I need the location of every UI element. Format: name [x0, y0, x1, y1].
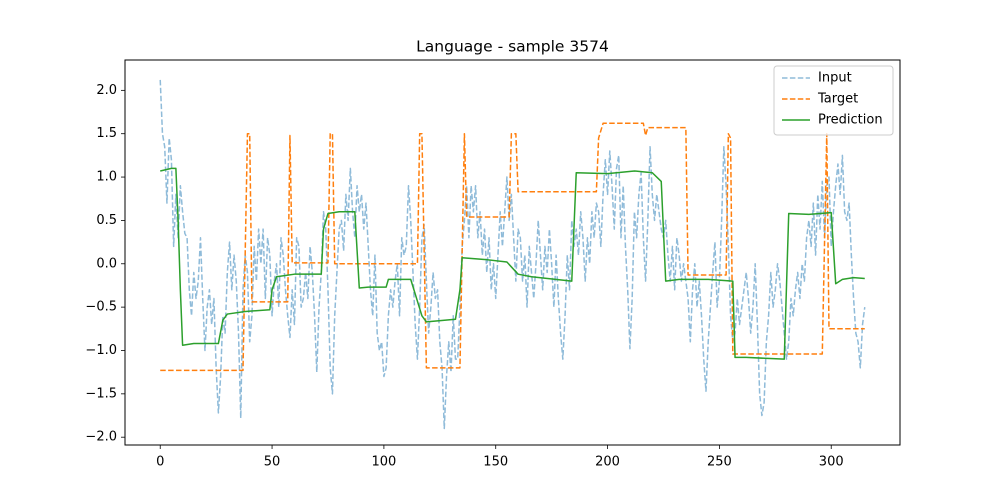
- series-line: [159, 79, 866, 430]
- y-tick-label: −0.5: [85, 300, 117, 315]
- legend-label: Target: [817, 92, 858, 107]
- y-tick-label: 1.5: [96, 126, 117, 141]
- x-tick-label: 50: [264, 455, 281, 470]
- chart-title: Language - sample 3574: [416, 38, 609, 56]
- legend: Input Target Prediction: [773, 65, 894, 136]
- legend-label: Prediction: [818, 113, 883, 128]
- y-tick-label: 0.0: [96, 256, 117, 271]
- plot-area: [159, 79, 866, 430]
- legend-box: [773, 65, 894, 136]
- x-tick-label: 0: [156, 455, 164, 470]
- axes-frame: [124, 59, 901, 446]
- x-tick-label: 250: [707, 455, 732, 470]
- x-tick-label: 150: [483, 455, 508, 470]
- x-tick-label: 300: [819, 455, 844, 470]
- y-tick-label: −1.5: [85, 386, 117, 401]
- series-line: [160, 167, 865, 360]
- y-tick-label: 2.0: [96, 83, 117, 98]
- y-tick-label: −1.0: [85, 343, 117, 358]
- y-tick-label: 1.0: [96, 170, 117, 185]
- y-tick-label: −2.0: [85, 430, 117, 445]
- y-tick-label: 0.5: [96, 213, 117, 228]
- series-line: [160, 122, 865, 372]
- x-tick-label: 200: [595, 455, 620, 470]
- legend-label: Input: [818, 71, 852, 86]
- x-tick-label: 100: [371, 455, 396, 470]
